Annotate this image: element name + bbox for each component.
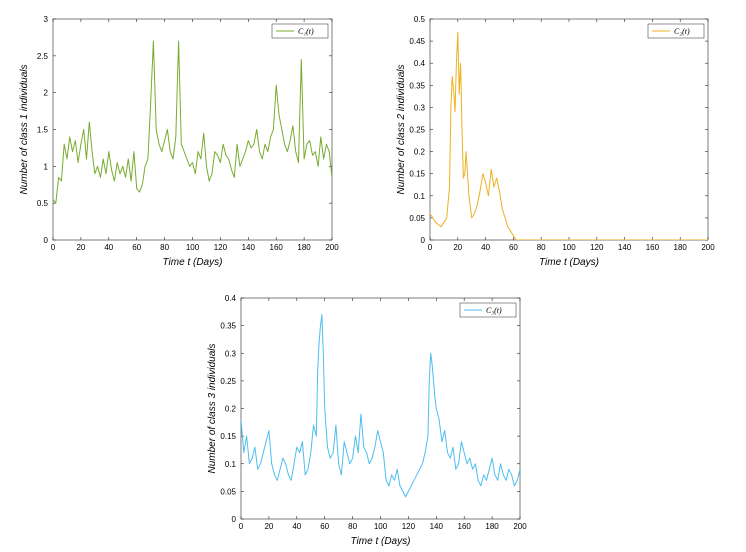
legend-label: C₂(t) [674,27,690,36]
y-tick-label: 0.25 [220,377,236,386]
x-tick-label: 0 [428,243,433,252]
y-tick-label: 0.1 [414,192,426,201]
plot-area [240,297,521,520]
chart-class-1: 0 20 40 60 80 100 120 140 160 180 200 0 0.5 1 1.5 2 2.5 3… [19,15,339,268]
y-tick-label: 0.4 [414,59,426,68]
y-tick-label: 0 [421,236,426,245]
x-tick-label: 60 [320,522,329,531]
legend-label: C₁(t) [298,27,314,36]
x-tick-label: 20 [76,243,85,252]
y-tick-label: 0 [44,236,49,245]
x-tick-label: 200 [513,522,527,531]
y-axis-label: Number of class 1 individuals [19,64,30,194]
x-tick-label: 0 [51,243,56,252]
x-axis-label: Time t (Days) [351,536,411,547]
series-line [53,40,332,204]
x-axis-label: Time t (Days) [539,257,599,268]
x-tick-label: 100 [374,522,388,531]
y-tick-label: 0.35 [220,322,236,331]
x-tick-label: 120 [214,243,228,252]
plot-area [52,18,333,241]
y-tick-label: 1 [44,162,49,171]
series-line [241,314,520,498]
y-tick-label: 0.2 [414,148,426,157]
x-tick-label: 40 [292,522,301,531]
y-axis-label: Number of class 2 individuals [396,64,407,194]
x-tick-label: 60 [509,243,518,252]
x-tick-label: 180 [297,243,311,252]
x-tick-label: 160 [646,243,660,252]
x-tick-label: 20 [264,522,273,531]
y-tick-label: 3 [44,15,49,24]
x-tick-label: 140 [618,243,632,252]
y-tick-label: 2.5 [37,52,49,61]
y-tick-label: 0.35 [409,81,425,90]
x-tick-label: 140 [430,522,444,531]
x-tick-label: 80 [537,243,546,252]
x-tick-label: 160 [270,243,284,252]
y-tick-label: 0.25 [409,126,425,135]
x-tick-label: 80 [348,522,357,531]
x-tick-label: 0 [239,522,244,531]
x-tick-label: 100 [562,243,576,252]
x-tick-label: 200 [325,243,339,252]
series-line [430,31,708,240]
legend-label: C₃(t) [486,306,502,315]
x-tick-label: 100 [186,243,200,252]
x-tick-label: 60 [132,243,141,252]
y-tick-label: 0.4 [225,294,237,303]
legend-box [271,23,329,39]
chart-class-3: 0 20 40 60 80 100 120 140 160 180 200 0 0.05 0.1 0.15 0… [207,294,527,547]
y-tick-label: 0.5 [414,15,426,24]
x-tick-label: 140 [242,243,256,252]
x-tick-label: 180 [485,522,499,531]
x-tick-label: 120 [402,522,416,531]
chart-class-2: 0 20 40 60 80 100 120 140 160 180 200 0 0.05 0.1 0.15 0… [396,15,715,268]
x-axis-label: Time t (Days) [163,257,223,268]
y-tick-label: 2 [44,89,49,98]
y-tick-label: 0.5 [37,199,49,208]
y-tick-label: 0.1 [225,460,237,469]
x-tick-label: 120 [590,243,604,252]
legend-box [459,302,517,318]
y-tick-label: 0.15 [409,170,425,179]
y-tick-label: 0.45 [409,37,425,46]
x-tick-label: 40 [481,243,490,252]
x-tick-label: 40 [104,243,113,252]
legend-box [647,23,705,39]
x-tick-label: 180 [674,243,688,252]
y-tick-label: 0.05 [220,487,236,496]
x-tick-label: 200 [701,243,715,252]
plot-area [429,18,709,241]
y-tick-label: 0.05 [409,214,425,223]
x-tick-label: 20 [453,243,462,252]
y-tick-label: 0 [232,515,237,524]
y-tick-label: 0.2 [225,405,237,414]
y-axis-label: Number of class 3 individuals [207,343,218,473]
y-tick-label: 0.15 [220,432,236,441]
y-tick-label: 0.3 [414,103,426,112]
y-tick-label: 1.5 [37,126,49,135]
x-tick-label: 80 [160,243,169,252]
x-tick-label: 160 [458,522,472,531]
y-tick-label: 0.3 [225,349,237,358]
